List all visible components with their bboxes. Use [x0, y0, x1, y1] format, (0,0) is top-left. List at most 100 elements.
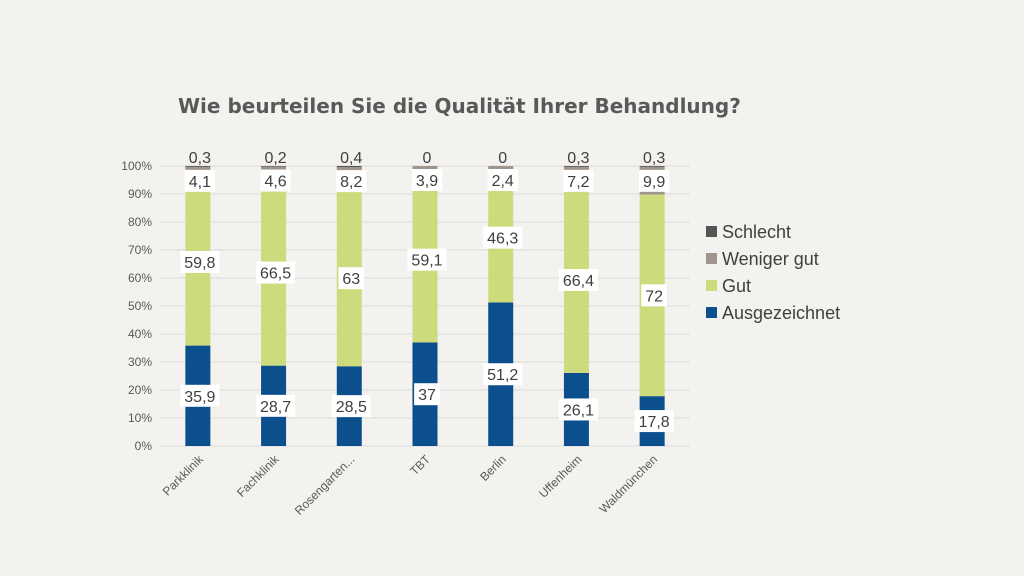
data-label-text: 9,9 — [643, 174, 665, 191]
x-tick-label: Waldmünchen — [596, 452, 660, 516]
data-label-text: 28,7 — [260, 399, 291, 416]
x-axis: Parkklinik Fachklinik Rosengarten... TBT Ber… — [160, 452, 661, 518]
data-label-text: 0,3 — [567, 150, 589, 167]
data-label-background — [256, 261, 296, 284]
data-label-text: 0 — [423, 150, 432, 167]
legend-swatch — [706, 307, 717, 318]
data-label-background — [558, 398, 598, 421]
bar-segment — [336, 166, 362, 168]
data-label: 0,3 — [189, 150, 211, 167]
data-label: 0,4 — [340, 150, 362, 167]
data-label-background — [256, 394, 296, 417]
x-tick-label: Uffenheim — [536, 452, 584, 500]
data-label-background — [180, 384, 220, 407]
data-label: 7,2 — [563, 169, 594, 192]
legend-label: Schlecht — [722, 222, 791, 242]
data-label-background — [483, 363, 523, 386]
data-label: 51,2 — [483, 363, 523, 386]
data-label-text: 59,1 — [411, 253, 442, 270]
data-label-background — [487, 169, 518, 191]
y-tick-label: 90% — [128, 187, 152, 201]
data-label-text: 59,8 — [184, 255, 215, 272]
data-label-background — [411, 169, 443, 191]
data-label: 37 — [414, 383, 440, 406]
data-label-text: 26,1 — [563, 402, 594, 419]
data-label-background — [184, 169, 215, 192]
data-label-text: 0,4 — [340, 150, 362, 167]
y-axis: 0% 10% 20% 30% 40% 50% 60% 70% 80% 90% 100% — [121, 159, 152, 453]
data-label-background — [331, 395, 371, 418]
x-tick-label: Parkklinik — [160, 452, 207, 499]
data-label-background — [338, 267, 365, 290]
legend-item: Ausgezeichnet — [706, 303, 840, 323]
data-label: 8,2 — [336, 170, 367, 193]
legend: Schlecht Weniger gut Gut Ausgezeichnet — [706, 222, 840, 323]
data-label: 2,4 — [487, 169, 518, 191]
bar-segment — [563, 166, 589, 167]
data-label: 4,1 — [184, 169, 215, 192]
data-label-text: 51,2 — [487, 367, 518, 384]
y-tick-label: 40% — [128, 327, 152, 341]
data-label-background — [336, 170, 367, 193]
data-label: 72 — [641, 284, 668, 307]
legend-swatch — [706, 226, 717, 237]
data-label: 4,6 — [260, 169, 291, 192]
data-label-background — [260, 169, 291, 192]
data-label-background — [407, 248, 447, 271]
y-tick-label: 80% — [128, 215, 152, 229]
data-label-text: 4,1 — [189, 174, 211, 191]
data-label: 0,3 — [643, 150, 665, 167]
data-label-text: 66,4 — [563, 273, 594, 290]
data-label-text: 8,2 — [340, 174, 362, 191]
data-label-text: 4,6 — [264, 174, 286, 191]
data-label: 66,4 — [558, 268, 598, 291]
bar-segment — [261, 166, 287, 167]
x-tick-label: Rosengarten... — [292, 452, 358, 518]
data-label-background — [563, 169, 594, 192]
legend-item: Schlecht — [706, 222, 791, 242]
data-label-text: 0,3 — [189, 150, 211, 167]
data-label: 63 — [338, 267, 365, 290]
data-label-text: 0 — [498, 150, 507, 167]
data-label: 17,8 — [634, 410, 674, 433]
x-tick-label: TBT — [407, 452, 433, 478]
y-tick-label: 70% — [128, 243, 152, 257]
data-label: 0,2 — [264, 150, 286, 167]
legend-swatch — [706, 280, 717, 291]
data-label-text: 3,9 — [416, 173, 438, 190]
y-tick-label: 30% — [128, 355, 152, 369]
data-label-background — [483, 226, 523, 249]
data-label: 35,9 — [180, 384, 220, 407]
data-label-text: 17,8 — [639, 414, 670, 431]
data-label-background — [558, 268, 598, 291]
data-label-text: 0,3 — [643, 150, 665, 167]
legend-label: Ausgezeichnet — [722, 303, 840, 323]
data-labels: 35,9 59,8 4,1 0,3 28,7 66,5 4,6 0,2 28,5 63 8,2 0,4… — [180, 150, 674, 433]
data-label-text: 66,5 — [260, 266, 291, 283]
x-tick-label: Berlin — [477, 452, 509, 484]
x-tick-label: Fachklinik — [234, 452, 282, 500]
data-label-text: 28,5 — [336, 399, 367, 416]
data-label: 9,9 — [639, 169, 670, 192]
y-tick-label: 100% — [121, 159, 152, 173]
legend-item: Gut — [706, 276, 751, 296]
data-label: 0,3 — [567, 150, 589, 167]
legend-item: Weniger gut — [706, 249, 819, 269]
data-label: 66,5 — [256, 261, 296, 284]
data-label-text: 37 — [418, 387, 436, 404]
data-label-text: 0,2 — [264, 150, 286, 167]
data-label-background — [639, 169, 670, 192]
data-label-text: 7,2 — [567, 174, 589, 191]
data-label-background — [180, 250, 220, 273]
data-label: 46,3 — [483, 226, 523, 249]
data-label: 0 — [498, 150, 507, 167]
data-label: 59,8 — [180, 250, 220, 273]
y-tick-label: 60% — [128, 271, 152, 285]
legend-label: Gut — [722, 276, 751, 296]
data-label-text: 46,3 — [487, 231, 518, 248]
data-label: 26,1 — [558, 398, 598, 421]
bar-segment — [639, 166, 665, 167]
y-tick-label: 50% — [128, 299, 152, 313]
data-label-text: 35,9 — [184, 389, 215, 406]
